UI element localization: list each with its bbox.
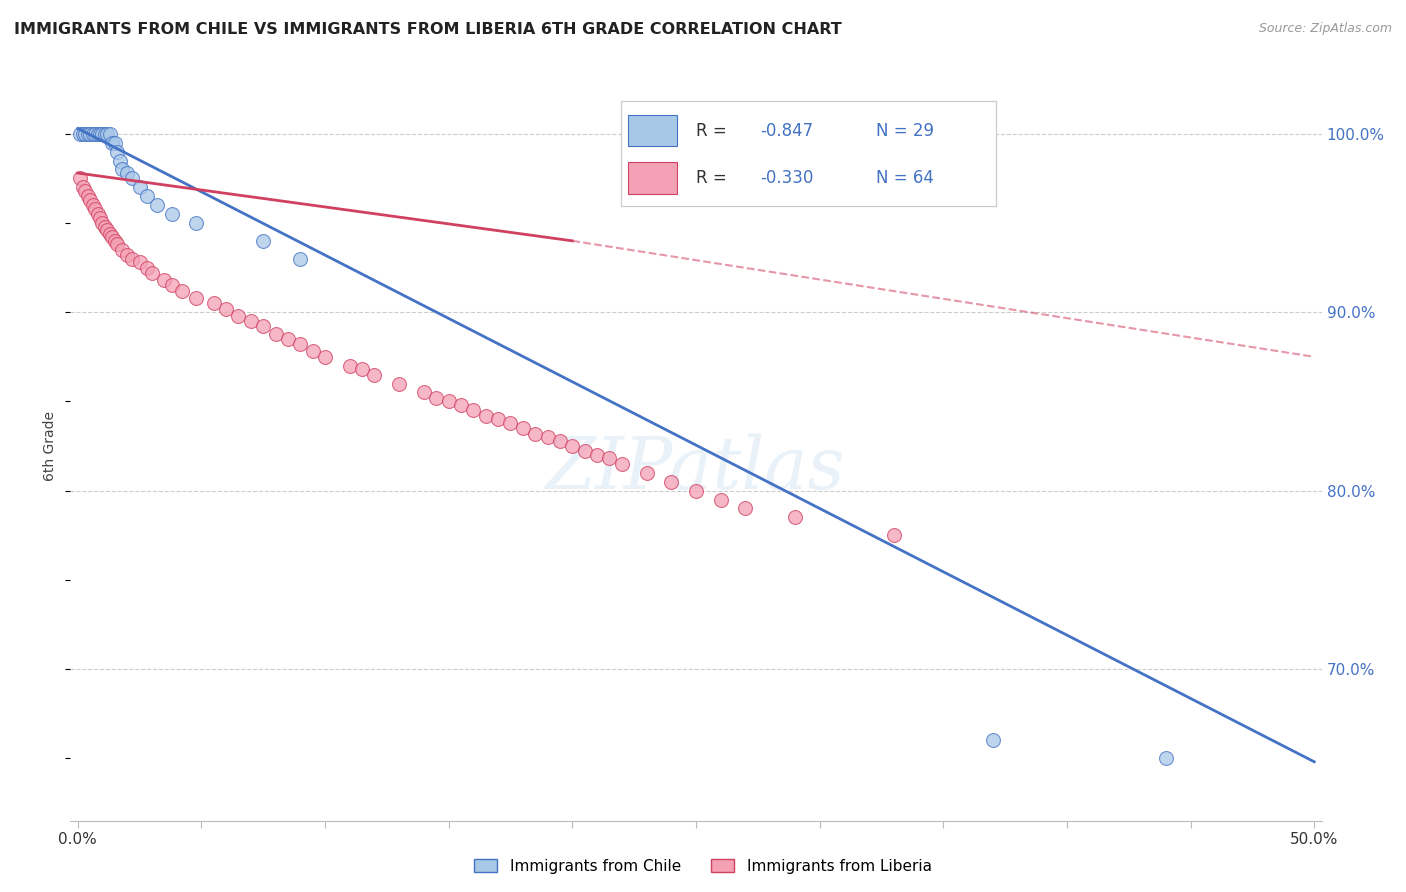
Point <box>75 127 97 141</box>
Point <box>91 127 114 141</box>
Point <box>524 426 547 441</box>
Point <box>574 444 596 458</box>
Point <box>659 475 682 489</box>
Point <box>352 362 374 376</box>
Point <box>115 248 138 262</box>
Point <box>128 255 150 269</box>
Point <box>121 171 143 186</box>
Point <box>79 127 101 141</box>
Point <box>105 145 128 159</box>
Point <box>425 391 447 405</box>
Point <box>105 237 128 252</box>
Point <box>499 416 522 430</box>
Point <box>437 394 460 409</box>
Point <box>89 211 111 225</box>
Point <box>91 216 114 230</box>
Point <box>96 127 118 141</box>
Point <box>108 153 131 168</box>
Point <box>94 127 117 141</box>
Point <box>252 319 274 334</box>
Point <box>69 127 91 141</box>
Point <box>536 430 558 444</box>
Point <box>363 368 385 382</box>
Y-axis label: 6th Grade: 6th Grade <box>44 411 58 481</box>
Point <box>598 451 620 466</box>
Point <box>783 510 806 524</box>
Point <box>86 127 108 141</box>
Point <box>586 448 609 462</box>
Point <box>69 171 91 186</box>
Point <box>153 273 176 287</box>
Point <box>463 403 485 417</box>
Point <box>96 223 118 237</box>
Point <box>72 180 94 194</box>
Point <box>98 127 121 141</box>
Point <box>76 189 98 203</box>
Point <box>79 193 101 207</box>
Point <box>76 127 98 141</box>
Point <box>111 243 134 257</box>
Point <box>94 219 117 234</box>
Point <box>160 278 183 293</box>
Point <box>98 227 121 241</box>
Point <box>264 326 287 341</box>
Point <box>202 296 225 310</box>
Point <box>685 483 707 498</box>
Point <box>115 166 138 180</box>
Point <box>290 252 312 266</box>
Point <box>101 136 124 150</box>
Point <box>104 234 127 248</box>
Point <box>186 216 208 230</box>
Point <box>610 457 633 471</box>
Point <box>981 733 1004 747</box>
Point <box>146 198 169 212</box>
Point <box>82 198 104 212</box>
Point <box>82 127 104 141</box>
Point <box>710 492 733 507</box>
Point <box>239 314 262 328</box>
Point <box>72 127 94 141</box>
Point <box>388 376 411 391</box>
Text: Source: ZipAtlas.com: Source: ZipAtlas.com <box>1258 22 1392 36</box>
Point <box>104 136 127 150</box>
Text: IMMIGRANTS FROM CHILE VS IMMIGRANTS FROM LIBERIA 6TH GRADE CORRELATION CHART: IMMIGRANTS FROM CHILE VS IMMIGRANTS FROM… <box>14 22 842 37</box>
Point <box>277 332 299 346</box>
Point <box>290 337 312 351</box>
Point <box>228 309 250 323</box>
Point <box>636 466 658 480</box>
Point <box>75 184 97 198</box>
Point <box>101 230 124 244</box>
Point <box>136 189 159 203</box>
Point <box>413 385 436 400</box>
Point <box>170 284 193 298</box>
Point <box>561 439 583 453</box>
Text: ZIPatlas: ZIPatlas <box>546 434 846 504</box>
Point <box>301 344 323 359</box>
Point <box>89 127 111 141</box>
Point <box>84 202 107 216</box>
Point <box>141 266 163 280</box>
Point <box>314 350 336 364</box>
Point <box>84 127 107 141</box>
Point <box>1154 751 1177 765</box>
Point <box>215 301 238 316</box>
Point <box>121 252 143 266</box>
Point <box>486 412 509 426</box>
Point <box>136 260 159 275</box>
Point <box>512 421 534 435</box>
Point <box>160 207 183 221</box>
Point <box>450 398 472 412</box>
Point <box>111 162 134 177</box>
Point <box>548 434 571 448</box>
Point <box>734 501 756 516</box>
Point <box>339 359 361 373</box>
Point <box>252 234 274 248</box>
Point <box>474 409 496 423</box>
Point <box>883 528 905 542</box>
Legend: Immigrants from Chile, Immigrants from Liberia: Immigrants from Chile, Immigrants from L… <box>468 853 938 880</box>
Point <box>86 207 108 221</box>
Point <box>128 180 150 194</box>
Point <box>186 291 208 305</box>
